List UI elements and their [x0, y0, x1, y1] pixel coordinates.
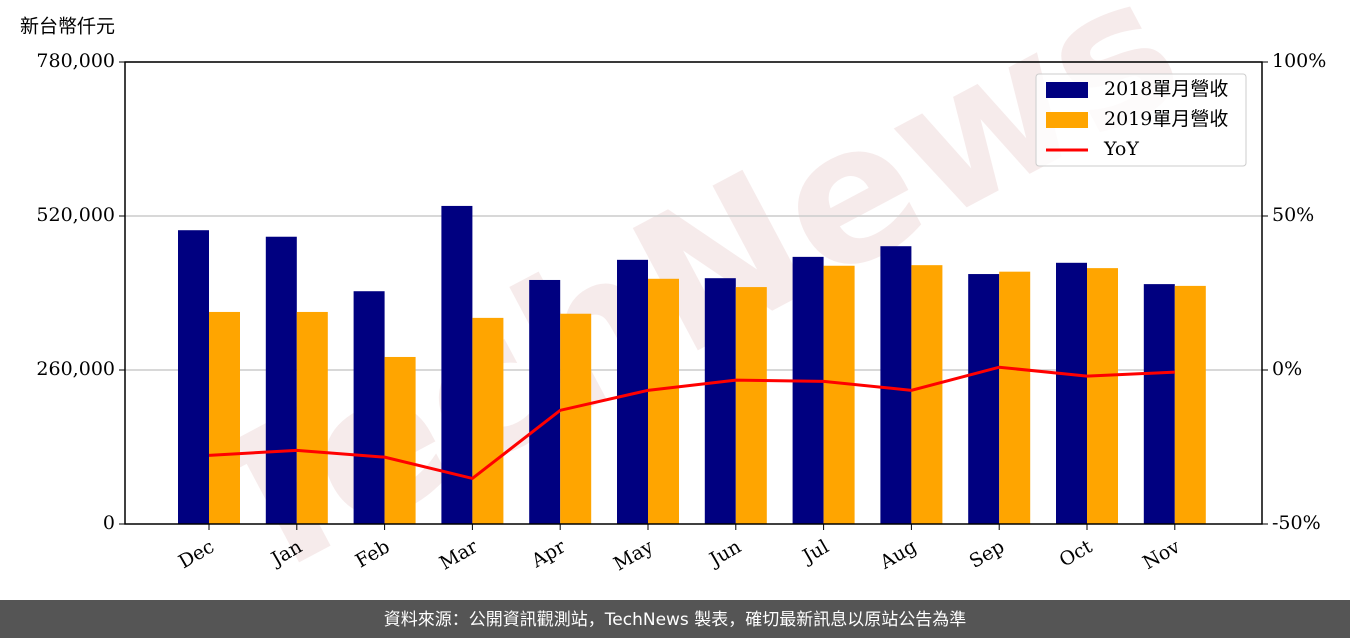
y2-tick-label: 100% [1272, 50, 1326, 72]
legend-swatch [1046, 112, 1088, 128]
bar [999, 271, 1031, 524]
bar [265, 236, 297, 524]
x-tick-label: Oct [1056, 535, 1097, 571]
y-tick-label: 260,000 [36, 358, 115, 380]
legend-label: 2018單月營收 [1104, 78, 1228, 100]
yoy-line [208, 365, 1175, 481]
plot-frame [124, 61, 1263, 525]
x-tick-label: Aug [876, 536, 921, 575]
legend-label: 2019單月營收 [1104, 108, 1228, 130]
y2-tick-label: 0% [1272, 358, 1302, 380]
bar [1174, 285, 1206, 524]
x-tick-label: Apr [527, 535, 570, 572]
bar [648, 278, 679, 524]
bar [209, 311, 240, 524]
x-tick-label: Jul [797, 536, 832, 569]
bar [1087, 268, 1118, 524]
bar [735, 287, 767, 524]
bar [296, 311, 328, 524]
bar [880, 246, 912, 524]
x-tick-label: Mar [436, 535, 482, 574]
bar [1143, 284, 1175, 524]
bar [384, 356, 416, 524]
x-tick-label: Jun [704, 536, 745, 572]
bar [178, 230, 209, 524]
x-tick-label: Sep [966, 536, 1009, 573]
bar [560, 313, 592, 524]
x-tick-label: Nov [1139, 535, 1184, 574]
bar [911, 265, 943, 524]
bar [472, 317, 504, 524]
footer-source: 資料來源：公開資訊觀測站，TechNews 製表，確切最新訊息以原站公告為準 [384, 610, 966, 630]
y-axis-label: 新台幣仟元 [20, 16, 115, 38]
x-tick-label: May [610, 535, 657, 575]
bar [529, 279, 561, 524]
footer-band [0, 600, 1350, 638]
legend-box [1035, 73, 1247, 167]
y2-tick-label: 50% [1272, 204, 1314, 226]
legend-label: YoY [1103, 138, 1139, 160]
y-tick-label: 0 [103, 512, 115, 534]
y2-tick-label: -50% [1272, 512, 1321, 534]
bar [1056, 262, 1087, 524]
legend-swatch [1046, 82, 1088, 98]
x-tick-label: Dec [175, 536, 218, 574]
bar [968, 274, 1000, 524]
y-tick-label: 520,000 [36, 204, 115, 226]
y-tick-label: 780,000 [36, 50, 115, 72]
bar [704, 278, 736, 524]
bar [353, 291, 385, 524]
bar [792, 256, 824, 524]
bar [823, 265, 855, 524]
